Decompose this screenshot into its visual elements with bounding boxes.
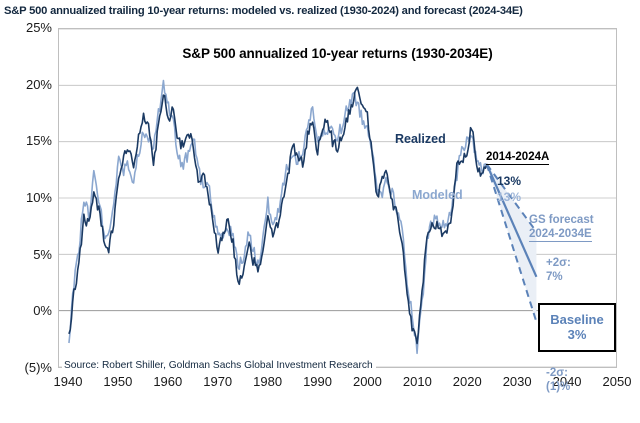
x-axis-tick: 2020	[452, 374, 482, 389]
page-title: S&P 500 annualized trailing 10-year retu…	[4, 5, 523, 17]
x-axis-tick: 1950	[103, 374, 133, 389]
y-axis: 25% 20% 15% 10% 5% 0% (5)%	[0, 20, 52, 375]
gs-forecast-years: 2024-2034E	[529, 228, 592, 242]
series-label-realized: Realized	[395, 132, 446, 146]
baseline-value: 3%	[567, 326, 587, 342]
plus-2sigma-value: 7%	[546, 271, 563, 283]
x-axis-tick: 1960	[153, 374, 183, 389]
chart-title: S&P 500 annualized 10-year returns (1930…	[182, 46, 493, 61]
baseline-label: Baseline	[550, 311, 604, 327]
x-axis-tick: 2030	[502, 374, 532, 389]
chart-svg	[59, 29, 616, 367]
baseline-callout-box: Baseline 3%	[538, 303, 616, 352]
x-axis-tick: 2010	[402, 374, 432, 389]
y-axis-tick: 0%	[33, 303, 52, 319]
chart-area: 25% 20% 15% 10% 5% 0% (5)% 1940 1950 1960 1970 198…	[0, 20, 640, 423]
y-axis-tick: 15%	[25, 133, 52, 149]
x-axis-tick: 1970	[203, 374, 233, 389]
x-axis-tick: 1980	[253, 374, 283, 389]
x-axis: 1940 1950 1960 1970 1980 1990 2000 2010 2020 2030…	[0, 374, 640, 398]
period-label: 2014-2024A	[486, 151, 550, 165]
y-axis-tick: 10%	[25, 190, 52, 205]
realized-value: 13%	[497, 174, 522, 188]
minus-2sigma-label: -2σ:	[546, 367, 568, 379]
series-label-modeled: Modeled	[412, 188, 463, 202]
x-axis-tick: 2050	[602, 374, 632, 389]
source-note: Source: Robert Shiller, Goldman Sachs Gl…	[62, 359, 376, 372]
y-axis-tick: 5%	[33, 246, 52, 262]
y-axis-tick: 20%	[25, 76, 52, 92]
x-axis-tick: 2000	[352, 374, 382, 389]
x-axis-tick: 1940	[53, 374, 83, 389]
x-axis-tick: 1990	[303, 374, 332, 389]
y-axis-tick: 25%	[25, 20, 52, 35]
gs-forecast-label: GS forecast	[529, 214, 594, 226]
plus-2sigma-label: +2σ:	[546, 257, 571, 269]
x-axis-tick: 2040	[552, 374, 582, 389]
modeled-value: 13%	[497, 190, 522, 204]
y-axis-tick: (5)%	[24, 360, 52, 375]
plot-region	[58, 28, 617, 368]
minus-2sigma-value: (1)%	[546, 381, 571, 393]
